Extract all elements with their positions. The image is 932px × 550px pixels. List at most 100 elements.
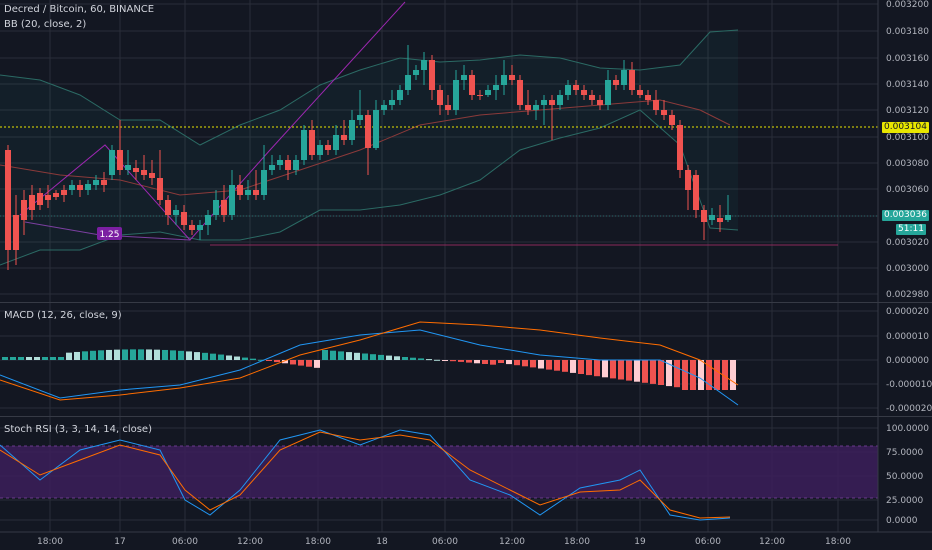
candle-body[interactable] bbox=[21, 200, 27, 220]
macd-histogram-bar[interactable] bbox=[138, 349, 144, 360]
candle-body[interactable] bbox=[69, 185, 75, 190]
macd-histogram-bar[interactable] bbox=[282, 360, 288, 364]
price-axis-label[interactable]: 0.003120 bbox=[886, 106, 929, 116]
candle-body[interactable] bbox=[421, 60, 427, 70]
macd-histogram-bar[interactable] bbox=[418, 358, 424, 360]
macd-axis-label[interactable]: 0.000000 bbox=[886, 356, 929, 366]
candle-body[interactable] bbox=[325, 145, 331, 150]
candle-body[interactable] bbox=[661, 110, 667, 115]
macd-histogram-bar[interactable] bbox=[426, 359, 432, 361]
candle-body[interactable] bbox=[413, 70, 419, 75]
candle-body[interactable] bbox=[517, 80, 523, 105]
candle-body[interactable] bbox=[565, 85, 571, 95]
macd-histogram-bar[interactable] bbox=[514, 360, 520, 366]
candle-body[interactable] bbox=[237, 185, 243, 195]
macd-histogram-bar[interactable] bbox=[354, 352, 360, 360]
macd-histogram-bar[interactable] bbox=[266, 360, 272, 361]
candle-body[interactable] bbox=[709, 215, 715, 220]
candle-body[interactable] bbox=[141, 170, 147, 175]
candle-body[interactable] bbox=[309, 130, 315, 155]
macd-histogram-bar[interactable] bbox=[258, 359, 264, 361]
candle-body[interactable] bbox=[173, 210, 179, 215]
macd-axis-label[interactable]: -0.000020 bbox=[886, 404, 932, 414]
candle-body[interactable] bbox=[53, 193, 59, 197]
candle-body[interactable] bbox=[261, 170, 267, 195]
time-axis-label[interactable]: 12:00 bbox=[759, 537, 785, 547]
candle-body[interactable] bbox=[133, 168, 139, 172]
pane-separator-stoch[interactable] bbox=[0, 416, 932, 417]
bb-upper-line[interactable] bbox=[0, 29, 739, 146]
macd-histogram-bar[interactable] bbox=[234, 356, 240, 360]
candle-body[interactable] bbox=[429, 60, 435, 90]
stoch-axis-label[interactable]: 75.0000 bbox=[886, 448, 923, 458]
macd-histogram-bar[interactable] bbox=[474, 360, 480, 364]
time-axis-label[interactable]: 12:00 bbox=[237, 537, 263, 547]
macd-histogram-bar[interactable] bbox=[210, 353, 216, 360]
macd-histogram-bar[interactable] bbox=[626, 360, 632, 381]
candle-body[interactable] bbox=[285, 160, 291, 170]
macd-histogram-bar[interactable] bbox=[650, 360, 656, 384]
macd-histogram-bar[interactable] bbox=[530, 360, 536, 368]
macd-histogram-bar[interactable] bbox=[714, 360, 720, 390]
candle-body[interactable] bbox=[77, 185, 83, 190]
macd-histogram-bar[interactable] bbox=[194, 352, 200, 360]
candle-body[interactable] bbox=[253, 190, 259, 195]
candle-body[interactable] bbox=[341, 135, 347, 140]
candle-body[interactable] bbox=[597, 100, 603, 105]
stoch-axis-label[interactable]: 50.0000 bbox=[886, 472, 923, 482]
bb-lower-line[interactable] bbox=[0, 109, 739, 266]
macd-histogram-bar[interactable] bbox=[114, 349, 120, 360]
candle-body[interactable] bbox=[165, 200, 171, 215]
macd-histogram-bar[interactable] bbox=[322, 350, 328, 360]
price-axis-label[interactable]: 0.003200 bbox=[886, 0, 929, 10]
macd-histogram-bar[interactable] bbox=[642, 360, 648, 383]
price-axis-label[interactable]: 0.002980 bbox=[886, 290, 929, 300]
macd-histogram-bar[interactable] bbox=[26, 357, 32, 360]
time-axis-label[interactable]: 06:00 bbox=[432, 537, 458, 547]
macd-histogram-bar[interactable] bbox=[162, 349, 168, 360]
candle-body[interactable] bbox=[357, 115, 363, 120]
candle-body[interactable] bbox=[45, 195, 51, 200]
candle-body[interactable] bbox=[101, 180, 107, 185]
macd-histogram-bar[interactable] bbox=[298, 360, 304, 366]
candle-body[interactable] bbox=[245, 190, 251, 195]
macd-histogram-bar[interactable] bbox=[370, 354, 376, 360]
macd-histogram-bar[interactable] bbox=[546, 360, 552, 370]
candle-body[interactable] bbox=[701, 210, 707, 222]
candle-body[interactable] bbox=[93, 180, 99, 185]
stoch-axis-label[interactable]: 25.0000 bbox=[886, 496, 923, 506]
macd-histogram-bar[interactable] bbox=[410, 357, 416, 360]
candle-body[interactable] bbox=[125, 165, 131, 170]
candle-body[interactable] bbox=[669, 115, 675, 125]
bb-indicator-legend[interactable]: BB (20, close, 2) bbox=[4, 19, 87, 30]
macd-histogram-bar[interactable] bbox=[402, 357, 408, 360]
macd-histogram-bar[interactable] bbox=[458, 360, 464, 362]
macd-histogram-bar[interactable] bbox=[386, 355, 392, 360]
macd-axis-label[interactable]: 0.000010 bbox=[886, 332, 929, 342]
macd-histogram-bar[interactable] bbox=[586, 360, 592, 376]
candle-body[interactable] bbox=[229, 185, 235, 215]
fib-label[interactable]: 1.25 bbox=[97, 227, 122, 240]
candle-body[interactable] bbox=[693, 175, 699, 210]
macd-histogram-bar[interactable] bbox=[122, 349, 128, 360]
candle-body[interactable] bbox=[149, 173, 155, 178]
macd-histogram-bar[interactable] bbox=[450, 360, 456, 362]
time-axis-label[interactable]: 18:00 bbox=[564, 537, 590, 547]
macd-histogram-bar[interactable] bbox=[274, 360, 280, 363]
candle-body[interactable] bbox=[485, 90, 491, 95]
macd-histogram-bar[interactable] bbox=[98, 350, 104, 360]
macd-histogram-bar[interactable] bbox=[554, 360, 560, 371]
candle-body[interactable] bbox=[445, 105, 451, 110]
macd-histogram-bar[interactable] bbox=[66, 352, 72, 360]
macd-histogram-bar[interactable] bbox=[442, 360, 448, 361]
candle-body[interactable] bbox=[501, 75, 507, 85]
macd-histogram-bar[interactable] bbox=[378, 354, 384, 360]
candle-body[interactable] bbox=[461, 75, 467, 80]
macd-histogram-bar[interactable] bbox=[722, 360, 728, 390]
macd-histogram-bar[interactable] bbox=[10, 357, 16, 360]
stoch-axis-label[interactable]: 100.0000 bbox=[886, 424, 929, 434]
macd-histogram-bar[interactable] bbox=[466, 360, 472, 363]
macd-histogram-bar[interactable] bbox=[154, 349, 160, 360]
macd-histogram-bar[interactable] bbox=[682, 360, 688, 390]
candle-body[interactable] bbox=[157, 178, 163, 200]
